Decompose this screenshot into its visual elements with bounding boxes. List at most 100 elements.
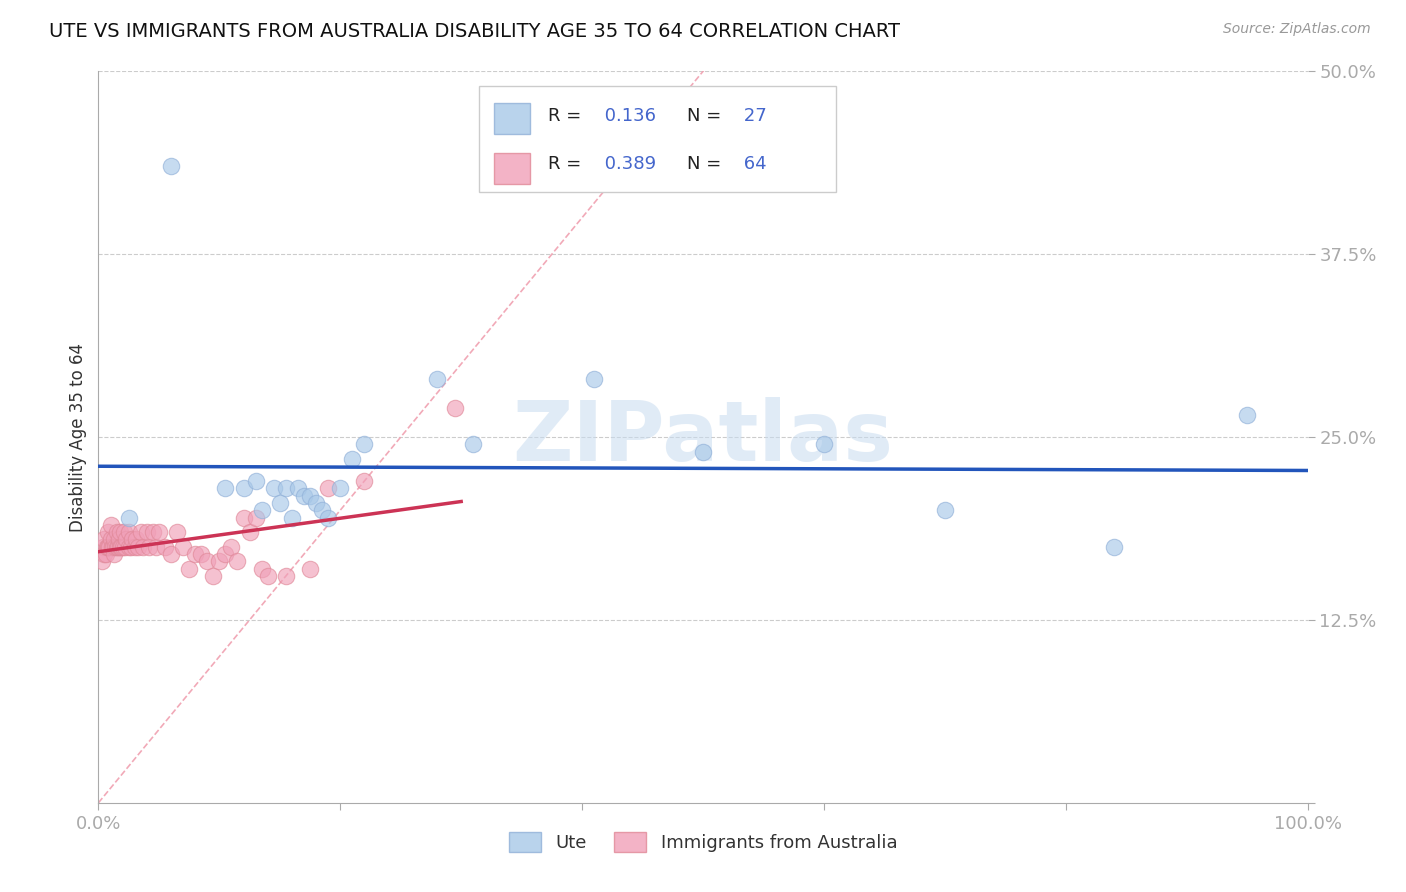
Point (287, 481, 309, 495)
Point (111, 540, 134, 554)
Text: N =: N = (688, 155, 727, 173)
Point (97, 540, 120, 554)
Point (127, 540, 149, 554)
Point (172, 540, 194, 554)
Point (692, 444, 714, 458)
Point (221, 540, 243, 554)
Point (93, 533, 115, 547)
Text: 27: 27 (738, 107, 766, 125)
Point (934, 503, 956, 517)
Point (250, 503, 273, 517)
Point (316, 510, 339, 524)
Point (118, 540, 141, 554)
Point (245, 474, 267, 488)
FancyBboxPatch shape (479, 86, 837, 192)
Point (153, 540, 176, 554)
Point (112, 525, 135, 540)
Point (121, 533, 143, 547)
Point (125, 533, 148, 547)
Point (166, 525, 188, 540)
Point (124, 540, 146, 554)
Point (281, 510, 304, 524)
Point (145, 540, 167, 554)
Text: N =: N = (688, 107, 727, 125)
Point (105, 525, 128, 540)
Point (305, 496, 328, 510)
FancyBboxPatch shape (494, 153, 530, 184)
Text: 0.136: 0.136 (599, 107, 657, 125)
Text: 0.389: 0.389 (599, 155, 657, 173)
Point (100, 533, 122, 547)
Point (104, 540, 127, 554)
Point (342, 452, 364, 467)
Point (160, 160, 183, 174)
Point (239, 525, 262, 540)
Point (103, 547, 125, 561)
Point (105, 540, 128, 554)
Point (1236, 408, 1258, 422)
Point (195, 554, 218, 568)
Point (114, 540, 136, 554)
FancyBboxPatch shape (494, 103, 530, 134)
Legend: Ute, Immigrants from Australia: Ute, Immigrants from Australia (502, 824, 904, 860)
Point (232, 481, 254, 495)
Point (202, 569, 225, 583)
Point (353, 474, 375, 488)
Point (184, 547, 207, 561)
Point (179, 562, 201, 576)
Point (1102, 540, 1125, 554)
Text: R =: R = (548, 107, 588, 125)
Point (108, 525, 131, 540)
Point (208, 554, 231, 568)
Point (263, 481, 285, 495)
Point (148, 525, 170, 540)
Point (426, 371, 449, 385)
Point (110, 540, 132, 554)
Point (299, 562, 322, 576)
Point (274, 569, 297, 583)
Text: R =: R = (548, 155, 588, 173)
Point (250, 562, 273, 576)
Text: ZIPatlas: ZIPatlas (513, 397, 893, 477)
Text: 64: 64 (738, 155, 766, 173)
Point (299, 489, 322, 503)
Point (463, 437, 485, 451)
Point (132, 540, 155, 554)
Point (101, 540, 124, 554)
Point (129, 525, 152, 540)
Point (583, 371, 606, 385)
Point (214, 481, 236, 495)
Point (108, 540, 131, 554)
Point (103, 533, 125, 547)
Point (107, 540, 129, 554)
Point (353, 437, 375, 451)
Point (274, 481, 297, 495)
Point (97, 525, 120, 540)
Point (190, 547, 212, 561)
Text: Source: ZipAtlas.com: Source: ZipAtlas.com (1223, 22, 1371, 37)
Point (292, 489, 315, 503)
Point (93, 547, 115, 561)
Point (94, 547, 117, 561)
Point (813, 437, 835, 451)
Point (135, 525, 157, 540)
Point (118, 525, 141, 540)
Point (269, 496, 291, 510)
Point (226, 554, 249, 568)
Point (138, 540, 160, 554)
Point (256, 569, 278, 583)
Point (232, 510, 254, 524)
Point (444, 401, 467, 415)
Point (100, 540, 122, 554)
Point (96, 540, 118, 554)
Point (245, 510, 267, 524)
Point (115, 533, 138, 547)
Point (108, 533, 131, 547)
Y-axis label: Disability Age 35 to 64: Disability Age 35 to 64 (69, 343, 87, 532)
Point (91, 540, 114, 554)
Point (214, 547, 236, 561)
Point (142, 525, 165, 540)
Point (118, 510, 141, 524)
Point (316, 481, 339, 495)
Point (120, 540, 142, 554)
